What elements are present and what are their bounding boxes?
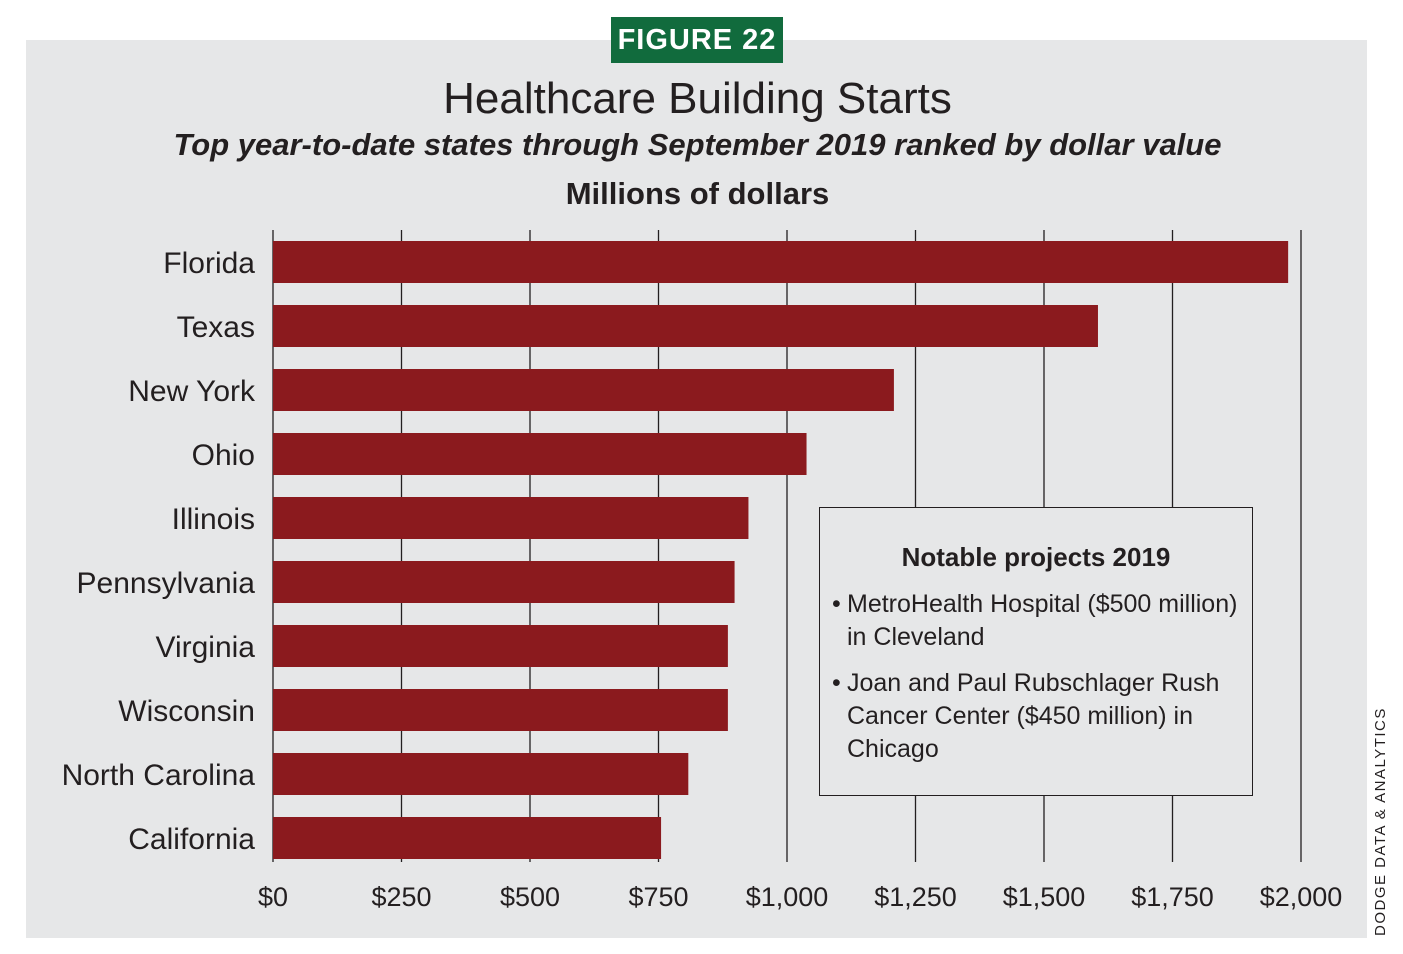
x-tick-label: $500 (500, 882, 560, 912)
bar (273, 369, 894, 411)
bar (273, 689, 728, 731)
x-tick-label: $1,500 (1003, 882, 1086, 912)
chart-subtitle: Top year-to-date states through Septembe… (173, 127, 1222, 162)
notable-projects-box: Notable projects 2019 • MetroHealth Hosp… (819, 507, 1253, 796)
category-label: Wisconsin (118, 695, 255, 728)
figure-badge: FIGURE 22 (611, 17, 783, 63)
category-label: Pennsylvania (77, 567, 256, 600)
category-label: Ohio (192, 439, 255, 472)
bar (273, 561, 735, 603)
x-tick-label: $0 (258, 882, 288, 912)
tick-labels: $0 $250 $500 $750 $1,000 $1,250 $1,500 $1,750 $2… (258, 882, 1342, 912)
notable-project-text: Joan and Paul Rubschlager Rush Cancer Ce… (847, 669, 1220, 763)
bar (273, 241, 1289, 283)
bars (273, 241, 1289, 859)
category-label: Texas (177, 311, 255, 344)
notable-project-text: MetroHealth Hospital ($500 million) in C… (847, 590, 1238, 651)
x-tick-label: $1,000 (746, 882, 829, 912)
bar (273, 817, 662, 859)
category-label: Illinois (172, 503, 255, 536)
bullet-icon: • (832, 590, 841, 618)
bar (273, 625, 728, 667)
category-label: Florida (163, 247, 255, 280)
category-label: Virginia (155, 631, 255, 664)
units-label: Millions of dollars (565, 176, 830, 211)
x-tick-label: $2,000 (1260, 882, 1343, 912)
bar (273, 433, 807, 475)
category-label: New York (128, 375, 256, 408)
notable-projects-title: Notable projects 2019 (901, 542, 1171, 572)
notable-project-item: • Joan and Paul Rubschlager Rush Cancer … (832, 667, 1242, 766)
x-tick-label: $1,750 (1131, 882, 1214, 912)
x-tick-label: $1,250 (874, 882, 957, 912)
bar (273, 497, 749, 539)
category-label: North Carolina (62, 759, 256, 792)
notable-project-item: • MetroHealth Hospital ($500 million) in… (832, 588, 1242, 654)
bar (273, 753, 689, 795)
bar (273, 305, 1098, 347)
x-tick-label: $250 (371, 882, 431, 912)
bullet-icon: • (832, 669, 841, 697)
category-label: California (128, 823, 255, 856)
x-tick-label: $750 (628, 882, 688, 912)
chart-title: Healthcare Building Starts (443, 74, 952, 123)
category-labels: Florida Texas New York Ohio Illinois Pennsylv… (62, 247, 256, 856)
source-credit: DODGE DATA & ANALYTICS (1372, 707, 1389, 936)
